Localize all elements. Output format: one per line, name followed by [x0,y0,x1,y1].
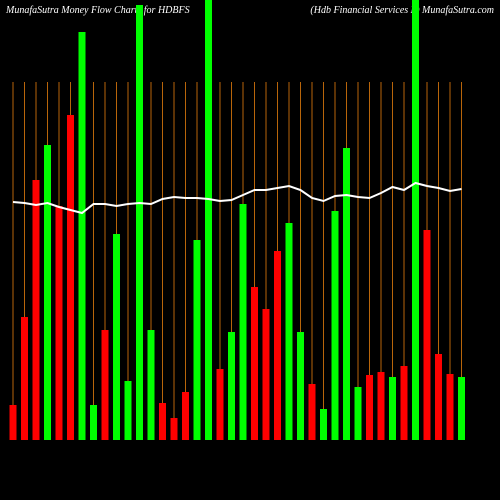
bar [458,377,465,440]
bar [21,317,28,440]
bar [9,405,17,440]
bar [78,32,86,440]
bar [124,381,132,440]
bar [147,330,155,440]
bar [331,211,339,440]
bar [182,392,189,440]
bar [205,0,212,440]
bar [251,287,258,440]
bar [228,332,235,440]
bar [320,409,327,440]
bar [136,5,143,440]
bar [377,372,385,440]
bar [366,375,373,440]
bar [285,223,293,440]
bar [262,309,270,440]
chart-subtitle: (Hdb Financial Services L) MunafaSutra.c… [310,5,494,16]
bar [308,384,316,440]
bar [446,374,454,440]
bar [389,377,396,440]
money-flow-line [12,181,462,215]
bar [239,204,247,440]
bar [400,366,408,440]
bar [423,230,431,440]
bar [159,403,166,440]
bar [113,234,120,440]
bar [435,354,442,440]
bar [67,115,74,440]
bar [90,405,97,440]
bar [32,180,40,440]
bar [354,387,362,440]
bar [55,206,63,440]
bar [297,332,304,440]
bar [170,418,178,440]
bar [216,369,224,440]
bar [193,240,201,440]
bar [412,0,419,440]
bar [274,251,281,440]
bar [101,330,109,440]
chart-title: MunafaSutra Money Flow Charts for HDBFS [5,5,190,16]
bar [44,145,51,440]
bar [343,148,350,440]
